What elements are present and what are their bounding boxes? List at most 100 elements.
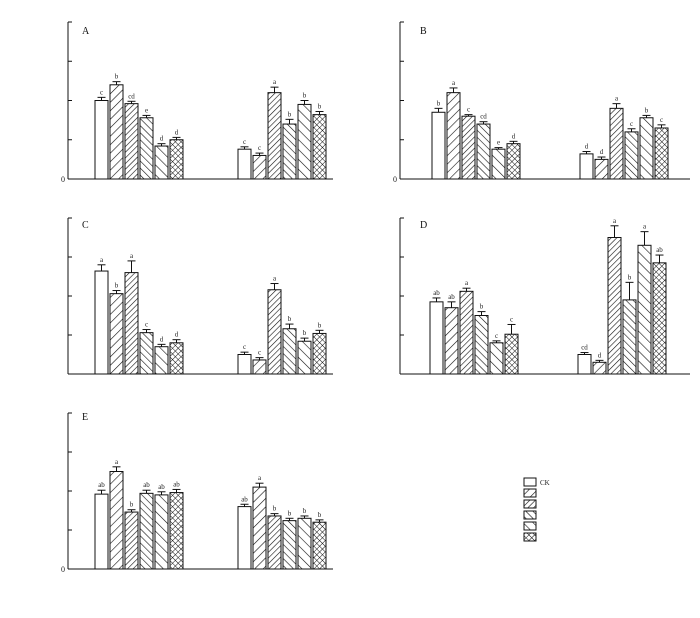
significance-label: ab bbox=[448, 293, 455, 301]
significance-label: c bbox=[630, 120, 633, 128]
significance-label: b bbox=[645, 106, 649, 114]
significance-label: d bbox=[175, 331, 179, 339]
significance-label: c bbox=[495, 332, 498, 340]
bar bbox=[252, 154, 267, 180]
bar bbox=[577, 354, 592, 375]
significance-label: c bbox=[243, 343, 246, 351]
significance-label: ab bbox=[241, 495, 248, 503]
significance-label: e bbox=[497, 139, 500, 147]
significance-label: d bbox=[512, 132, 516, 140]
significance-label: c bbox=[100, 88, 103, 96]
legend-label: CK bbox=[540, 479, 550, 487]
panel-letter: B bbox=[420, 26, 427, 37]
bar bbox=[124, 272, 139, 375]
panel-c: Ca c b c a a c b d b d b bbox=[67, 217, 333, 375]
bar bbox=[312, 332, 327, 375]
significance-label: d bbox=[600, 148, 604, 156]
significance-label: a bbox=[273, 275, 277, 283]
bar bbox=[154, 145, 169, 180]
significance-label: b bbox=[318, 102, 322, 110]
bar bbox=[312, 521, 327, 570]
significance-label: b bbox=[273, 505, 277, 513]
bar bbox=[124, 511, 139, 570]
significance-label: b bbox=[288, 110, 292, 118]
bar bbox=[474, 315, 489, 375]
bar bbox=[267, 92, 282, 180]
panel-letter: E bbox=[82, 412, 88, 423]
significance-label: cd bbox=[480, 113, 487, 121]
bar bbox=[592, 361, 607, 375]
bar bbox=[169, 342, 184, 375]
significance-label: ab bbox=[656, 246, 663, 254]
significance-label: b bbox=[130, 501, 134, 509]
bar bbox=[282, 520, 297, 570]
significance-label: b bbox=[288, 509, 292, 517]
significance-label: b bbox=[115, 73, 119, 81]
bar bbox=[139, 332, 154, 375]
significance-label: c bbox=[145, 321, 148, 329]
significance-label: d bbox=[160, 335, 164, 343]
legend-swatch bbox=[523, 488, 537, 498]
bar bbox=[109, 293, 124, 375]
bar bbox=[637, 244, 652, 375]
significance-label: d bbox=[175, 128, 179, 136]
bar bbox=[252, 486, 267, 570]
bar bbox=[124, 103, 139, 180]
significance-label: b bbox=[318, 321, 322, 329]
bar bbox=[607, 237, 622, 375]
bar bbox=[169, 492, 184, 570]
bar bbox=[431, 111, 446, 180]
bar bbox=[109, 84, 124, 180]
bar bbox=[237, 354, 252, 375]
bar bbox=[624, 131, 639, 180]
bar bbox=[476, 123, 491, 180]
bar bbox=[139, 117, 154, 180]
significance-label: a bbox=[643, 223, 647, 231]
panel-a: 0 Ac c b c cd a e b d b d b bbox=[61, 21, 333, 184]
bar bbox=[282, 328, 297, 375]
significance-label: b bbox=[628, 273, 632, 281]
bar bbox=[489, 342, 504, 375]
significance-label: c bbox=[510, 315, 513, 323]
bar bbox=[94, 270, 109, 375]
bar bbox=[94, 493, 109, 570]
significance-label: d bbox=[598, 351, 602, 359]
significance-label: c bbox=[258, 144, 261, 152]
bar bbox=[506, 143, 521, 180]
significance-label: ab bbox=[98, 481, 105, 489]
bar bbox=[169, 139, 184, 180]
significance-label: a bbox=[115, 458, 119, 466]
significance-label: ab bbox=[173, 480, 180, 488]
bar bbox=[654, 127, 669, 180]
bar bbox=[267, 515, 282, 570]
bar bbox=[639, 117, 654, 180]
bar bbox=[252, 359, 267, 375]
bar bbox=[446, 92, 461, 180]
significance-label: a bbox=[615, 95, 619, 103]
significance-label: ab bbox=[433, 289, 440, 297]
significance-label: ab bbox=[158, 483, 165, 491]
significance-label: a bbox=[465, 279, 469, 287]
legend-swatch bbox=[523, 477, 537, 487]
y-tick-label: 0 bbox=[61, 565, 65, 574]
panel-letter: A bbox=[82, 26, 90, 37]
bar bbox=[154, 346, 169, 375]
y-tick-label: 0 bbox=[393, 175, 397, 184]
significance-label: e bbox=[145, 106, 148, 114]
bar bbox=[267, 289, 282, 375]
bar bbox=[594, 158, 609, 180]
bar bbox=[504, 333, 519, 375]
panel-letter: C bbox=[82, 220, 89, 231]
bar bbox=[139, 492, 154, 570]
bar bbox=[609, 107, 624, 180]
panel-b: 0 Bb d a d c a cd c e b d c bbox=[393, 21, 690, 184]
significance-label: c bbox=[660, 116, 663, 124]
bar bbox=[297, 103, 312, 180]
significance-label: b bbox=[437, 99, 441, 107]
significance-label: b bbox=[303, 507, 307, 515]
bar bbox=[94, 100, 109, 180]
bar bbox=[579, 153, 594, 180]
significance-label: b bbox=[288, 315, 292, 323]
